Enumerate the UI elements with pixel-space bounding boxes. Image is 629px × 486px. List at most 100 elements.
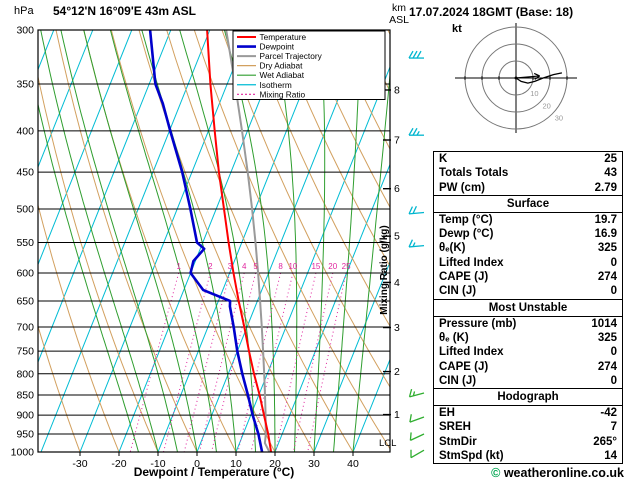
table-row: CIN (J) 0: [434, 284, 622, 298]
index-label: θₑ (K): [439, 331, 469, 344]
copyright-text: © weatheronline.co.uk: [491, 466, 624, 480]
indices-panel: K 25 Totals Totals 43 PW (cm) 2.79 Surface …: [433, 151, 623, 465]
dry-adiabat-line: [304, 30, 390, 209]
index-label: θₑ(K): [439, 242, 466, 255]
legend-label: Dewpoint: [260, 42, 295, 52]
hodograph-ring-label: 20: [542, 101, 550, 110]
table-row: Pressure (mb) 1014: [434, 317, 622, 331]
table-row: K 25: [434, 152, 622, 166]
mixing-ratio-value-label: 8: [278, 262, 283, 271]
legend-label: Parcel Trajectory: [260, 51, 323, 61]
pressure-tick-label: 300: [16, 25, 34, 37]
table-row: CAPE (J) 274: [434, 360, 622, 374]
mixing-ratio-value-label: 25: [342, 262, 351, 271]
index-label: Temp (°C): [439, 213, 493, 226]
hodograph-unit-label: kt: [452, 23, 462, 35]
legend-label: Dry Adiabat: [260, 61, 304, 71]
hodograph-chart: 10 20 30 kt: [452, 23, 577, 133]
altitude-tick-label: 8: [394, 84, 400, 96]
section-header-most-unstable: Most Unstable: [434, 298, 622, 317]
index-value: 325: [597, 331, 617, 344]
table-row: Lifted Index 0: [434, 345, 622, 359]
hodograph-ring-label: 10: [530, 89, 538, 98]
index-label: CIN (J): [439, 374, 477, 387]
index-value: 265°: [593, 435, 617, 448]
table-row: CAPE (J) 274: [434, 270, 622, 284]
table-row: Temp (°C) 19.7: [434, 213, 622, 227]
x-axis-label: Dewpoint / Temperature (°C): [133, 465, 295, 479]
table-row: PW (cm) 2.79: [434, 181, 622, 195]
altitude-tick-label: 2: [394, 366, 400, 378]
altitude-tick-label: 5: [394, 231, 400, 243]
wind-barb: [410, 449, 425, 459]
isotherm-line: [118, 30, 289, 452]
profile-dewpoint: [148, 30, 264, 452]
pressure-tick-label: 500: [16, 204, 34, 216]
isotherm-line: [79, 30, 250, 452]
index-label: Lifted Index: [439, 256, 504, 269]
x-tick-label: 0: [194, 458, 200, 470]
profile-temperature: [206, 30, 273, 452]
mixing-ratio-line: [163, 272, 211, 452]
hodograph-ring-label: 30: [555, 114, 563, 123]
index-value: 43: [604, 167, 617, 180]
altitude-unit-asl: ASL: [389, 14, 409, 26]
mixing-ratio-value-label: 10: [288, 262, 297, 271]
wind-barb: [408, 205, 425, 215]
altitude-tick-label: 7: [394, 135, 400, 147]
wind-barb: [408, 50, 424, 59]
dry-adiabat-line: [276, 30, 390, 268]
pressure-tick-label: 600: [16, 267, 34, 279]
mixing-ratio-value-label: 2: [208, 262, 213, 271]
legend-label: Temperature: [260, 32, 307, 42]
dry-adiabat-line: [38, 324, 81, 452]
x-tick-label: -30: [72, 458, 87, 470]
storm-motion-vector: [515, 75, 540, 79]
pressure-tick-label: 900: [16, 410, 34, 422]
pressure-tick-label: 1000: [11, 447, 35, 459]
table-row: EH -42: [434, 406, 622, 420]
pressure-tick-label: 700: [16, 321, 34, 333]
altitude-tick-label: 1: [394, 409, 400, 421]
isotherm-line: [196, 30, 367, 452]
index-label: SREH: [439, 421, 471, 434]
wind-barb: [408, 239, 425, 248]
pressure-tick-label: 400: [16, 125, 34, 137]
x-tick-label: 20: [269, 458, 281, 470]
altitude-unit-km: km: [392, 2, 406, 14]
index-label: StmSpd (kt): [439, 450, 504, 463]
index-value: 7: [610, 421, 617, 434]
copyright-icon: ©: [491, 466, 501, 480]
isotherm-line: [313, 260, 390, 452]
dry-adiabat-line: [332, 30, 390, 151]
index-value: 25: [604, 153, 617, 165]
index-value: 1014: [591, 317, 617, 330]
index-value: 0: [610, 374, 617, 387]
index-label: Dewp (°C): [439, 228, 494, 241]
x-tick-label: -20: [111, 458, 126, 470]
isotherm-line: [157, 30, 328, 452]
wind-barb: [409, 414, 425, 423]
sounding-profiles: [148, 30, 273, 452]
wet-adiabat-line: [109, 30, 217, 452]
index-label: EH: [439, 407, 455, 420]
index-label: CIN (J): [439, 285, 477, 298]
index-value: 0: [610, 346, 617, 359]
index-value: 19.7: [594, 213, 617, 226]
skewt-chart: 3003504004505005506006507007508008509009…: [11, 25, 425, 470]
mixing-ratio-value-label: 5: [253, 262, 258, 271]
index-value: 14: [604, 450, 617, 463]
pressure-tick-label: 750: [16, 346, 34, 358]
table-row: θₑ(K) 325: [434, 241, 622, 255]
index-value: 325: [597, 242, 617, 255]
isotherm-line: [352, 358, 390, 452]
section-header-surface: Surface: [434, 194, 622, 213]
index-label: Totals Totals: [439, 167, 509, 180]
altitude-tick-label: 6: [394, 183, 400, 195]
wind-barb: [409, 432, 425, 441]
legend-label: Mixing Ratio: [260, 89, 306, 99]
index-label: K: [439, 153, 448, 165]
index-value: 16.9: [594, 228, 617, 241]
